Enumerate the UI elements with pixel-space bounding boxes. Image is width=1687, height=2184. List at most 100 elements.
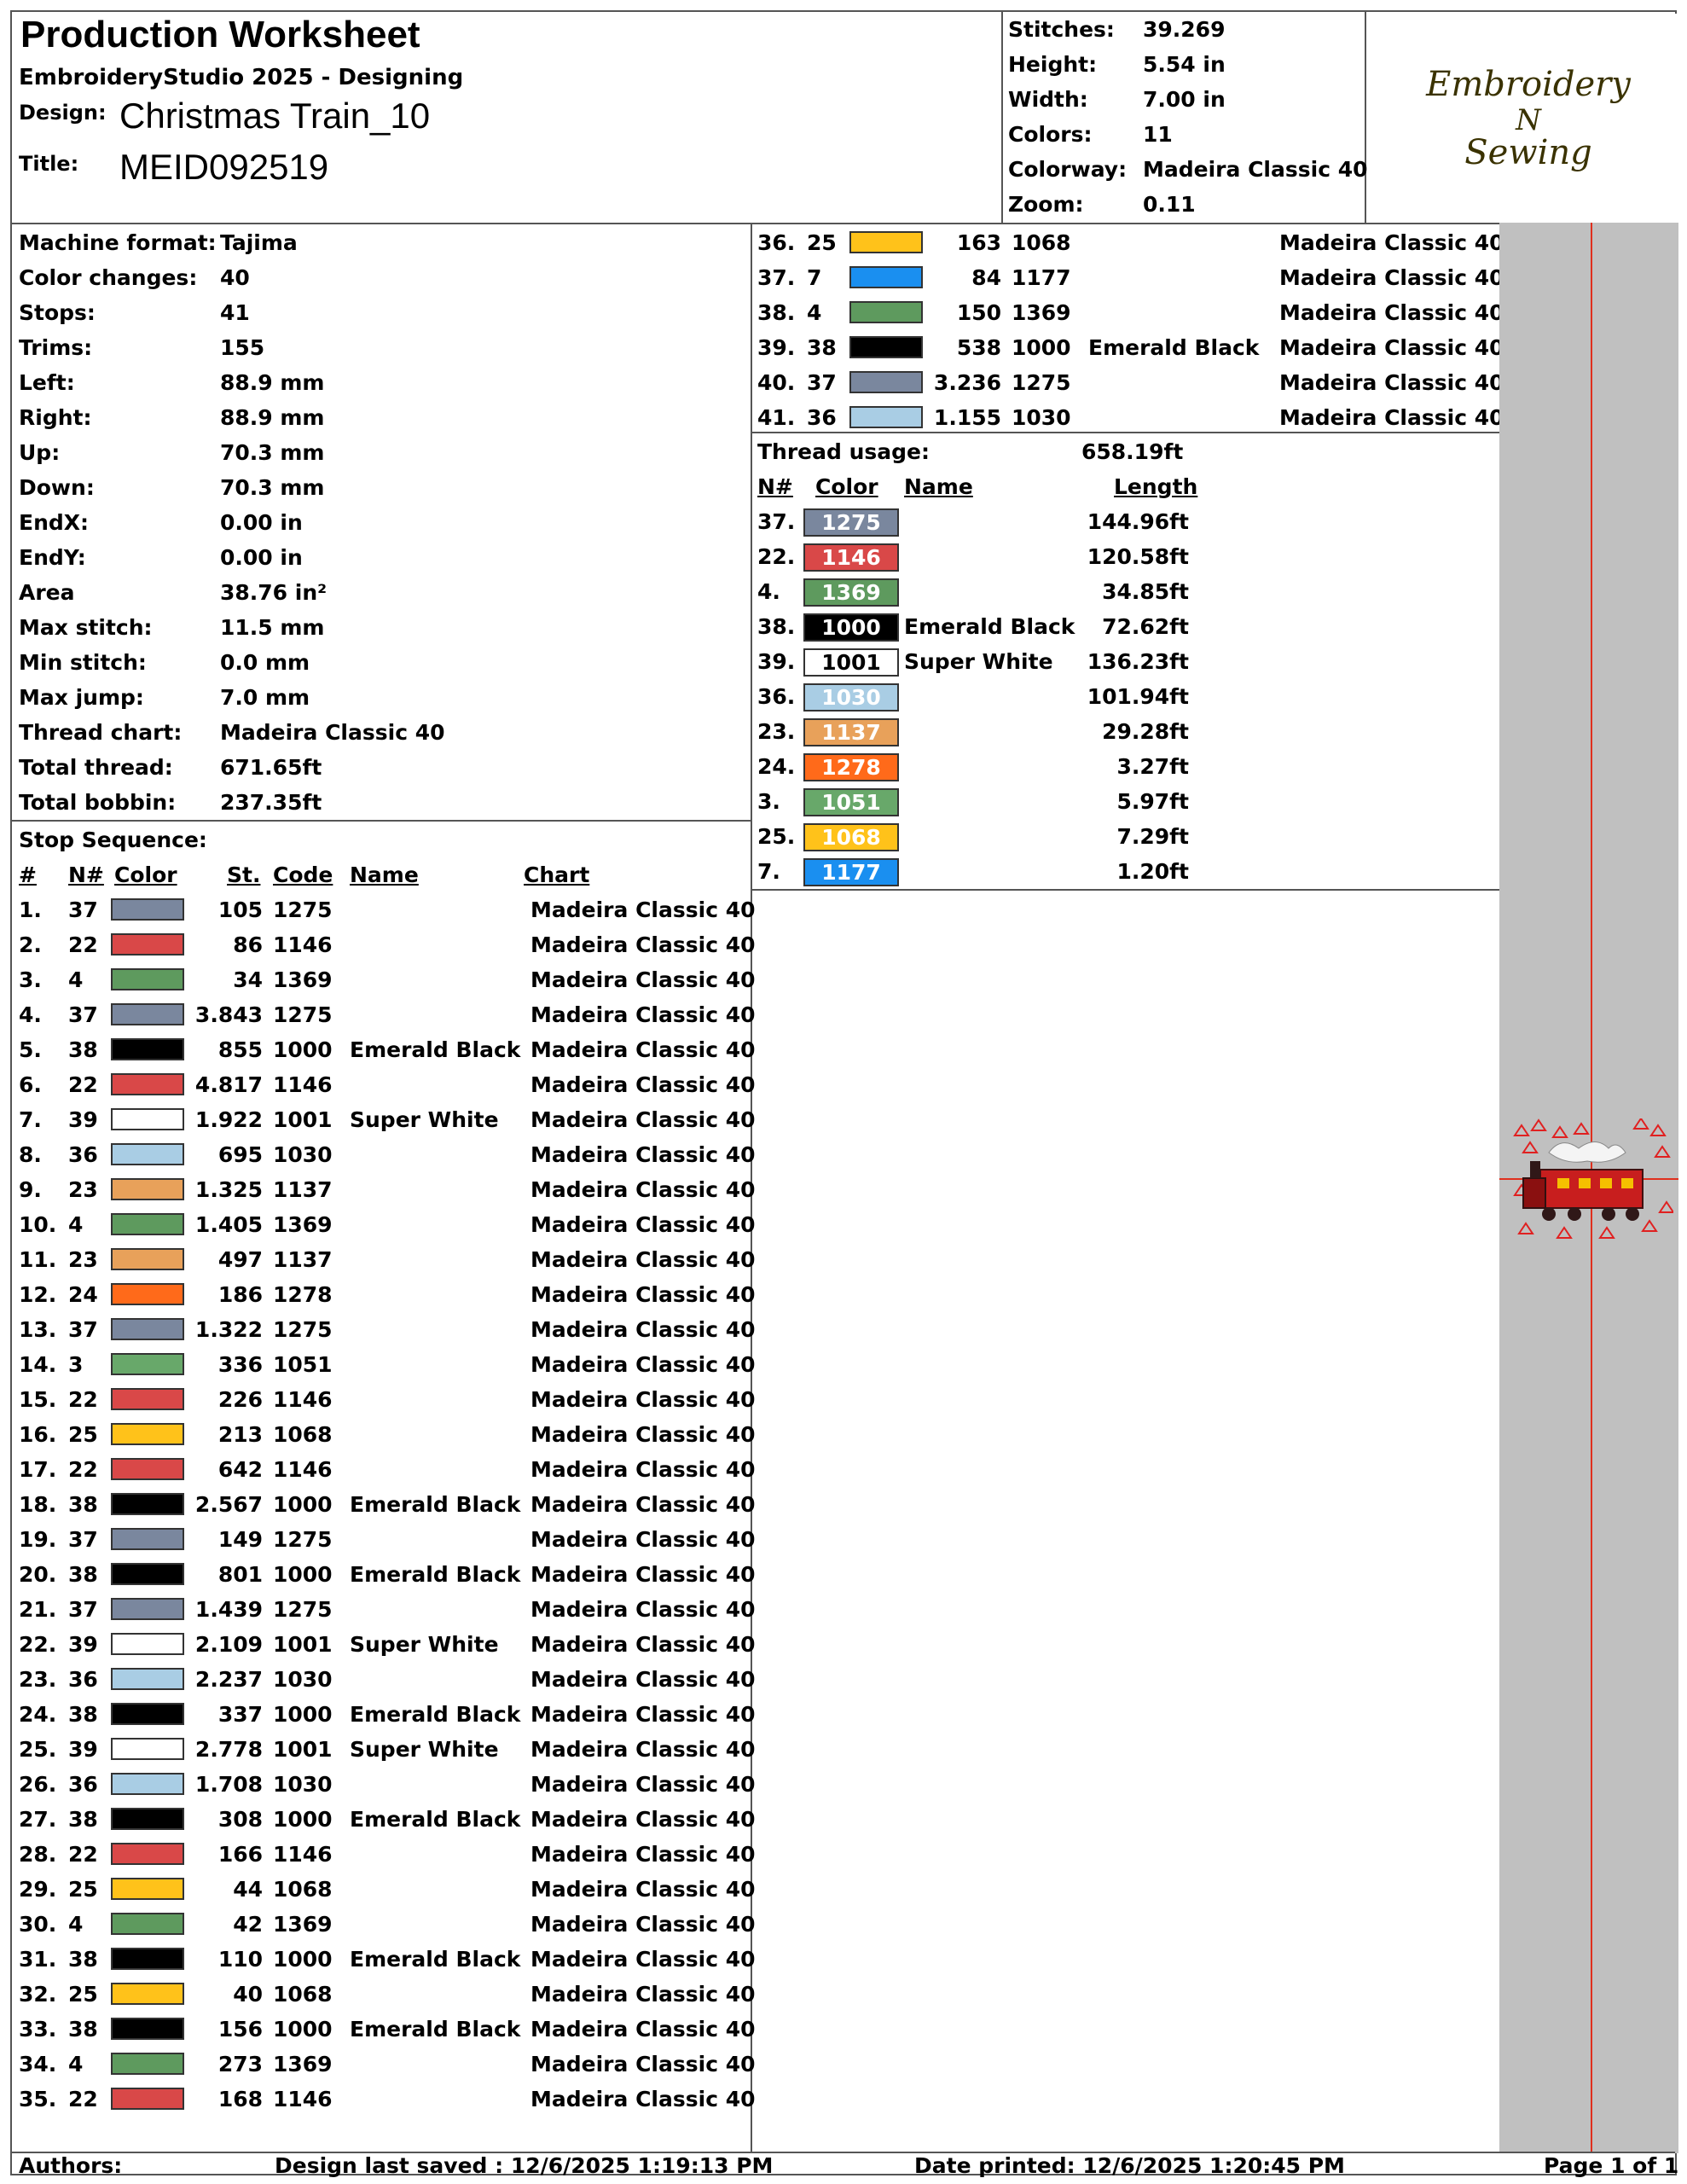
machine-info-value: 0.00 in xyxy=(220,545,303,570)
stop-number: 10. xyxy=(19,1212,57,1237)
title-label: Title: xyxy=(19,152,79,176)
thread-usage-title: Thread usage: xyxy=(757,439,930,464)
stop-row: 18. 38 2.567 1000 Emerald Black Madeira Class… xyxy=(12,1487,756,1522)
machine-info-label: Min stitch: xyxy=(19,650,147,675)
stop-needle: 36 xyxy=(68,1772,98,1797)
stat-value: 39.269 xyxy=(1143,17,1226,42)
stop-stitches: 2.237 xyxy=(194,1667,263,1692)
stop-number: 38. xyxy=(757,300,796,325)
stop-color-swatch xyxy=(849,371,923,393)
stop-color-swatch xyxy=(111,1108,184,1130)
stop-chart: Madeira Classic 40 xyxy=(530,1982,756,2007)
stop-needle: 7 xyxy=(807,265,822,290)
stop-code: 1001 xyxy=(273,1737,333,1762)
thread-color-swatch: 1137 xyxy=(803,718,899,746)
stop-code: 1030 xyxy=(273,1142,333,1167)
stop-code: 1051 xyxy=(273,1352,333,1377)
stop-color-swatch xyxy=(111,1388,184,1410)
stop-stitches: 186 xyxy=(217,1282,263,1307)
thread-color-swatch: 1369 xyxy=(803,578,899,607)
stop-color-swatch xyxy=(111,1038,184,1060)
stop-needle: 25 xyxy=(807,230,837,255)
stop-code: 1369 xyxy=(273,1212,333,1237)
stop-chart: Madeira Classic 40 xyxy=(530,1947,756,1972)
stop-stitches: 166 xyxy=(217,1842,263,1867)
stop-needle: 4 xyxy=(807,300,822,325)
stop-chart: Madeira Classic 40 xyxy=(530,2017,756,2042)
stop-color-swatch xyxy=(849,301,923,323)
stop-row: 8. 36 695 1030 Madeira Classic 40 xyxy=(12,1137,756,1172)
stop-code: 1146 xyxy=(273,1387,333,1412)
stop-needle: 22 xyxy=(68,1072,98,1097)
stop-chart: Madeira Classic 40 xyxy=(1279,335,1504,360)
stop-code: 1001 xyxy=(273,1632,333,1657)
stop-code: 1369 xyxy=(273,2052,333,2077)
stop-color-swatch xyxy=(111,1563,184,1585)
worksheet: Production Worksheet EmbroideryStudio 20… xyxy=(10,10,1678,2178)
stop-code: 1068 xyxy=(273,1877,333,1902)
machine-info-value: 0.00 in xyxy=(220,510,303,535)
stop-number: 18. xyxy=(19,1492,57,1517)
thread-color-swatch: 1068 xyxy=(803,823,899,851)
stop-row: 33. 38 156 1000 Emerald Black Madeira Classic… xyxy=(12,2012,756,2047)
stop-needle: 3 xyxy=(68,1352,84,1377)
stop-needle: 38 xyxy=(68,1702,98,1727)
stop-number: 16. xyxy=(19,1422,57,1447)
stop-chart: Madeira Classic 40 xyxy=(530,967,756,992)
stop-number: 14. xyxy=(19,1352,57,1377)
stop-chart: Madeira Classic 40 xyxy=(530,2087,756,2111)
stop-code: 1000 xyxy=(273,1037,333,1062)
stop-number: 22. xyxy=(19,1632,57,1657)
machine-info-label: Max jump: xyxy=(19,685,144,710)
col-n: N# xyxy=(68,863,104,887)
machine-info-value: 0.0 mm xyxy=(220,650,310,675)
stop-code: 1000 xyxy=(273,1807,333,1832)
stop-row: 4. 37 3.843 1275 Madeira Classic 40 xyxy=(12,997,756,1032)
stop-chart: Madeira Classic 40 xyxy=(530,1737,756,1762)
stop-row: 39. 38 538 1000 Emerald Black Madeira Classic… xyxy=(751,330,1504,365)
stop-color-swatch xyxy=(111,898,184,921)
stop-chart: Madeira Classic 40 xyxy=(530,1527,756,1552)
stop-stitches: 156 xyxy=(217,2017,263,2042)
stop-number: 11. xyxy=(19,1247,57,1272)
stop-chart: Madeira Classic 40 xyxy=(1279,230,1504,255)
stop-stitches: 695 xyxy=(217,1142,263,1167)
brand-logo: Embroidery N Sewing xyxy=(1380,14,1677,223)
machine-info-value: 155 xyxy=(220,335,265,360)
stop-color-swatch xyxy=(111,1493,184,1515)
stop-color-swatch xyxy=(111,1808,184,1830)
stop-stitches: 110 xyxy=(217,1947,263,1972)
stop-row: 19. 37 149 1275 Madeira Classic 40 xyxy=(12,1522,756,1557)
thread-row: 24. 1278 3.27ft xyxy=(751,749,1499,784)
stop-color-swatch xyxy=(111,1668,184,1690)
stop-number: 30. xyxy=(19,1912,57,1937)
stop-color-swatch xyxy=(111,2018,184,2040)
stop-code: 1146 xyxy=(273,1072,333,1097)
stop-needle: 38 xyxy=(68,1947,98,1972)
stop-stitches: 308 xyxy=(217,1807,263,1832)
thread-row: 4. 1369 34.85ft xyxy=(751,574,1499,609)
stop-stitches: 4.817 xyxy=(194,1072,263,1097)
machine-info-label: EndX: xyxy=(19,510,90,535)
thread-color-swatch: 1275 xyxy=(803,508,899,537)
stop-code: 1137 xyxy=(273,1247,333,1272)
stop-chart: Madeira Classic 40 xyxy=(530,1457,756,1482)
stat-label: Width: xyxy=(1008,87,1088,112)
stat-label: Stitches: xyxy=(1008,17,1115,42)
stop-row: 5. 38 855 1000 Emerald Black Madeira Classic … xyxy=(12,1032,756,1067)
stop-stitches: 34 xyxy=(233,967,263,992)
stop-name: Emerald Black xyxy=(350,1492,521,1517)
stop-chart: Madeira Classic 40 xyxy=(530,1352,756,1377)
stop-row: 26. 36 1.708 1030 Madeira Classic 40 xyxy=(12,1767,756,1802)
thread-row: 23. 1137 29.28ft xyxy=(751,714,1499,749)
stop-needle: 39 xyxy=(68,1107,98,1132)
stop-stitches: 1.405 xyxy=(194,1212,263,1237)
stop-stitches: 2.109 xyxy=(194,1632,263,1657)
machine-info-label: Thread chart: xyxy=(19,720,183,745)
thread-needle: 22. xyxy=(757,544,796,569)
stop-code: 1146 xyxy=(273,932,333,957)
stop-needle: 38 xyxy=(807,335,837,360)
machine-info-label: Total thread: xyxy=(19,755,173,780)
stop-row: 13. 37 1.322 1275 Madeira Classic 40 xyxy=(12,1312,756,1347)
stop-chart: Madeira Classic 40 xyxy=(530,932,756,957)
